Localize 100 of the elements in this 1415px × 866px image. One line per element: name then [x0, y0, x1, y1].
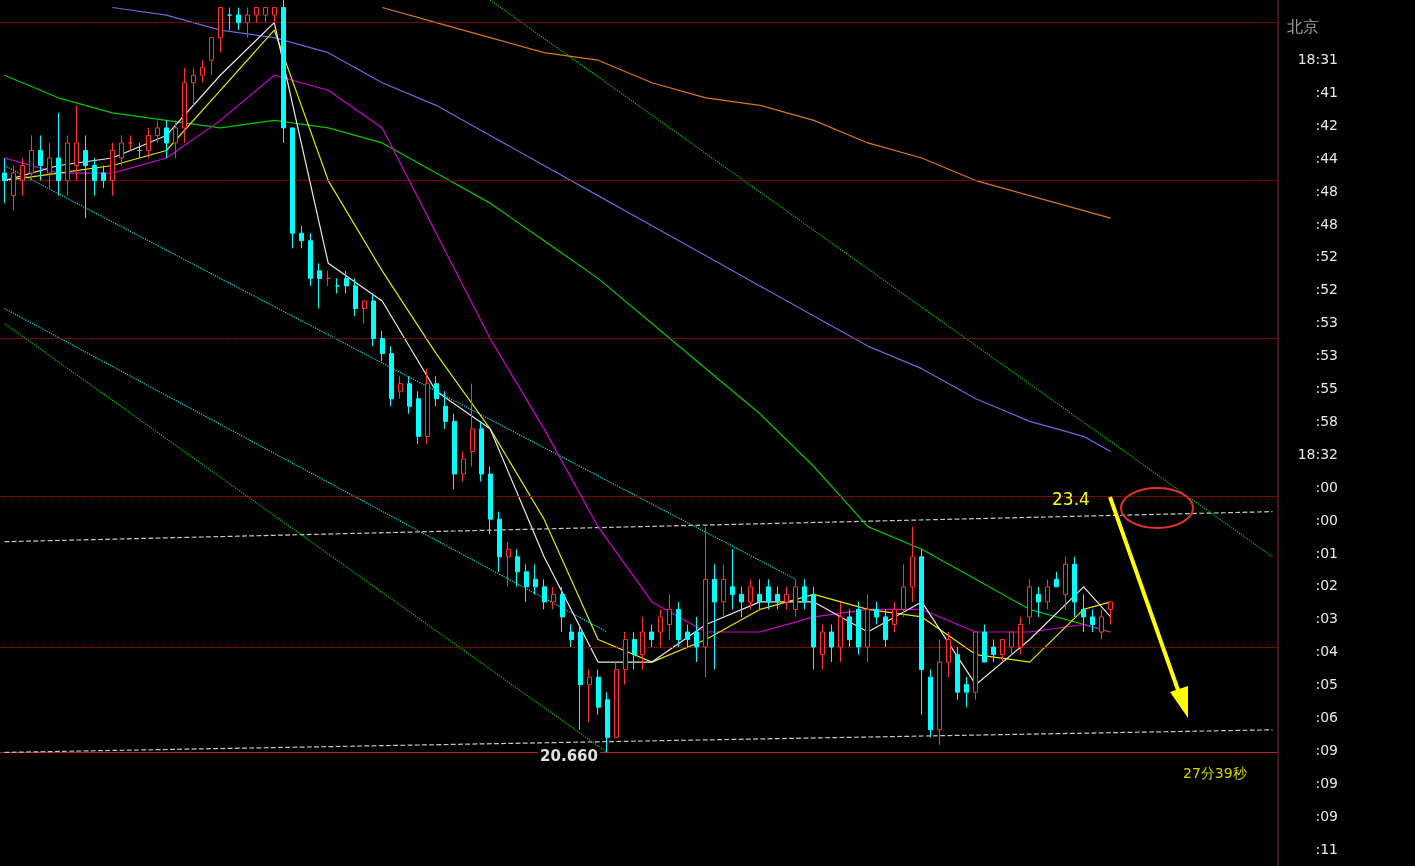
candlestick [919, 548, 924, 716]
candlestick [632, 631, 637, 671]
candlestick [676, 601, 681, 648]
text: :44 [1315, 149, 1339, 166]
candlestick [335, 277, 340, 294]
text: :58 [1315, 412, 1338, 429]
candlestick [425, 368, 430, 445]
text: :52 [1315, 281, 1338, 298]
candlestick [344, 270, 349, 294]
text: :03 [1315, 610, 1338, 627]
text: :42 [1315, 116, 1338, 133]
text: :55 [1315, 380, 1338, 396]
candlestick [649, 623, 654, 648]
candlestick [1081, 593, 1086, 633]
candlestick [1054, 571, 1059, 588]
candlestick [596, 669, 601, 716]
candlestick [1063, 556, 1068, 610]
candlestick [1009, 631, 1014, 656]
candlestick [757, 578, 762, 610]
candlestick [991, 639, 996, 663]
candlestick [119, 134, 124, 167]
text: :04 [1315, 643, 1339, 660]
candlestick [694, 616, 699, 663]
candlestick [245, 7, 250, 39]
candlestick [452, 413, 457, 490]
candlestick [1018, 616, 1023, 656]
candlestick [281, 0, 286, 144]
candlestick [811, 586, 816, 671]
text: :05 [1315, 676, 1338, 693]
annotation: 20.660 [540, 746, 598, 765]
candlestick [578, 623, 583, 731]
candlestick [605, 691, 610, 753]
candlestick [443, 390, 448, 430]
candlestick [946, 631, 951, 678]
candlestick [461, 450, 466, 483]
text: :02 [1315, 577, 1338, 594]
candlestick [569, 623, 574, 648]
candlestick [137, 142, 142, 159]
candlestick [317, 262, 322, 309]
candlestick [110, 142, 115, 197]
text: :00 [1315, 511, 1338, 528]
candlestick [299, 225, 304, 249]
text: :11 [1315, 840, 1338, 857]
candlestick [83, 134, 88, 219]
candlestick [1036, 586, 1041, 618]
text: 北京 [1287, 16, 1319, 36]
text: :53 [1315, 314, 1338, 331]
text: :41 [1315, 83, 1338, 100]
candlestick [685, 623, 690, 648]
candlestick [847, 608, 852, 648]
candlestick [389, 345, 394, 407]
candlestick [1108, 601, 1113, 625]
candlestick [2, 157, 7, 204]
candlestick [524, 563, 529, 603]
candlestick [290, 127, 295, 249]
candlestick [703, 526, 708, 678]
candlestick [658, 608, 663, 648]
candlestick [65, 134, 70, 197]
candlestick [146, 127, 151, 159]
candlestick [11, 165, 16, 212]
candlestick [910, 526, 915, 603]
candlestick [623, 631, 628, 686]
candlestick [937, 639, 942, 746]
candlestick [407, 375, 412, 415]
candlestick [838, 601, 843, 663]
candlestick [667, 593, 672, 641]
candlestick [721, 563, 726, 618]
text: :48 [1315, 182, 1338, 199]
candlestick [308, 232, 313, 287]
candlestick [748, 578, 753, 610]
candlestick [56, 112, 61, 197]
candlestick [371, 292, 376, 347]
candlestick [506, 541, 511, 588]
text: :06 [1315, 709, 1339, 725]
candlestick [362, 300, 367, 325]
text: :53 [1315, 347, 1338, 364]
candlestick [614, 661, 619, 738]
candlestick [1027, 578, 1032, 625]
candlestick [155, 119, 160, 144]
candlestick [964, 676, 969, 708]
candlestick [560, 586, 565, 633]
candlestick [191, 67, 196, 106]
candlestick [1000, 639, 1005, 663]
candlestick [101, 165, 106, 189]
candlestick [47, 142, 52, 189]
candlestick [38, 134, 43, 182]
text: :09 [1315, 774, 1338, 791]
candlestick [254, 7, 259, 24]
candlestick [784, 586, 789, 610]
candlestick [479, 420, 484, 483]
candlestick [488, 465, 493, 535]
candlestick [982, 623, 987, 663]
candlestick [856, 601, 861, 656]
candlestick [227, 7, 232, 31]
candlestick [973, 631, 978, 701]
candlestick [398, 375, 403, 400]
candlestick [218, 7, 223, 54]
candlestick [766, 578, 771, 610]
candlestick [416, 390, 421, 445]
candlestick [533, 563, 538, 595]
